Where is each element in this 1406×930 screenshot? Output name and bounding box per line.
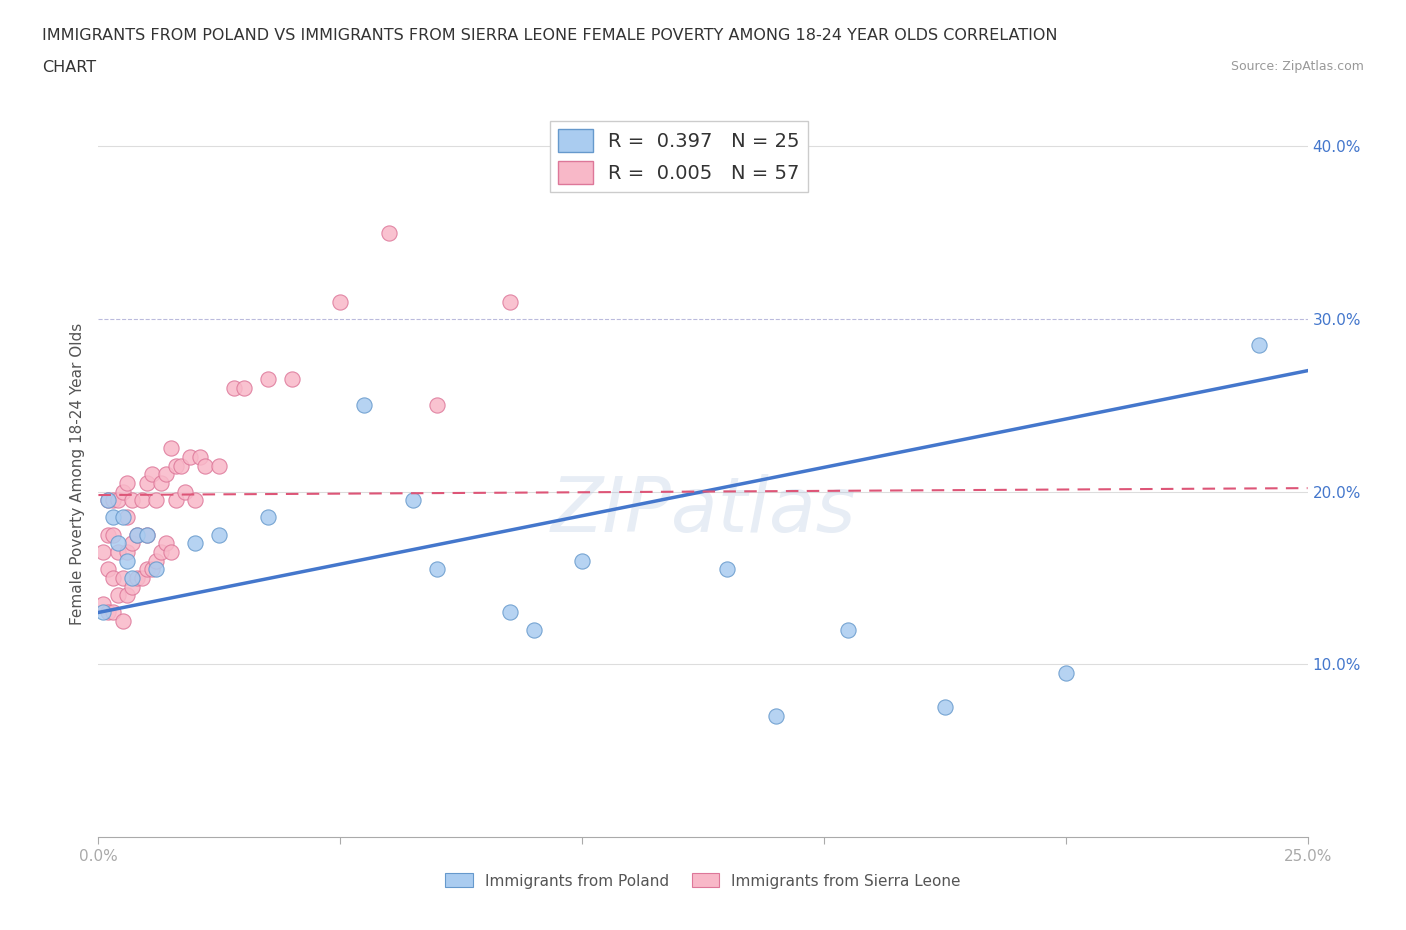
Point (135, 527, 157, 542)
Point (97, 605, 120, 620)
Point (111, 485, 134, 499)
Point (131, 570, 153, 585)
Point (716, 562, 738, 577)
Point (165, 458, 187, 473)
Point (111, 510, 134, 525)
Point (208, 527, 231, 542)
Point (101, 570, 124, 585)
Point (184, 536, 207, 551)
Point (160, 545, 183, 560)
Point (426, 562, 449, 577)
Point (107, 536, 129, 551)
Point (111, 614, 134, 629)
Point (353, 398, 375, 413)
Point (117, 553, 139, 568)
Point (127, 570, 149, 585)
Point (194, 458, 217, 473)
Point (184, 493, 207, 508)
Point (101, 605, 124, 620)
Point (222, 380, 245, 395)
Point (1249, 338, 1271, 352)
Point (174, 485, 197, 499)
Point (426, 398, 449, 413)
Point (101, 510, 124, 525)
Point (141, 562, 163, 577)
Point (571, 553, 593, 568)
Point (127, 527, 149, 542)
Point (256, 510, 278, 525)
Point (101, 527, 124, 542)
Point (117, 545, 139, 560)
Point (145, 493, 167, 508)
Point (107, 588, 129, 603)
Legend: Immigrants from Poland, Immigrants from Sierra Leone: Immigrants from Poland, Immigrants from … (439, 868, 967, 895)
Point (160, 441, 183, 456)
Point (281, 372, 304, 387)
Point (377, 225, 399, 240)
Point (91, 545, 114, 560)
Text: IMMIGRANTS FROM POLAND VS IMMIGRANTS FROM SIERRA LEONE FEMALE POVERTY AMONG 18-2: IMMIGRANTS FROM POLAND VS IMMIGRANTS FRO… (42, 28, 1057, 43)
Point (91, 596, 114, 611)
Point (97, 527, 120, 542)
Point (402, 493, 425, 508)
Point (1054, 666, 1077, 681)
Point (155, 467, 177, 482)
Point (121, 493, 143, 508)
Point (131, 493, 153, 508)
Point (135, 562, 157, 577)
Point (165, 493, 187, 508)
Point (232, 380, 254, 395)
Point (837, 622, 859, 637)
Point (934, 700, 956, 715)
Point (145, 562, 167, 577)
Point (97, 562, 120, 577)
Point (179, 449, 201, 464)
Y-axis label: Female Poverty Among 18-24 Year Olds: Female Poverty Among 18-24 Year Olds (69, 324, 84, 626)
Point (121, 579, 143, 594)
Point (135, 527, 157, 542)
Point (117, 588, 139, 603)
Point (101, 493, 124, 508)
Point (208, 458, 231, 473)
Point (765, 709, 787, 724)
Point (111, 570, 134, 585)
Point (117, 510, 139, 525)
Point (117, 475, 139, 490)
Point (169, 458, 191, 473)
Point (127, 527, 149, 542)
Point (155, 536, 177, 551)
Point (256, 372, 278, 387)
Text: Source: ZipAtlas.com: Source: ZipAtlas.com (1230, 60, 1364, 73)
Point (91, 605, 114, 620)
Point (141, 467, 163, 482)
Point (188, 449, 211, 464)
Point (498, 605, 520, 620)
Point (97, 493, 120, 508)
Point (498, 294, 520, 309)
Point (97, 493, 120, 508)
Point (150, 475, 173, 490)
Point (150, 545, 173, 560)
Point (523, 622, 546, 637)
Point (107, 545, 129, 560)
Point (121, 570, 143, 585)
Point (121, 536, 143, 551)
Text: CHART: CHART (42, 60, 96, 75)
Text: ZIPatlas: ZIPatlas (550, 473, 856, 548)
Point (145, 553, 167, 568)
Point (329, 294, 352, 309)
Point (107, 493, 129, 508)
Point (135, 475, 157, 490)
